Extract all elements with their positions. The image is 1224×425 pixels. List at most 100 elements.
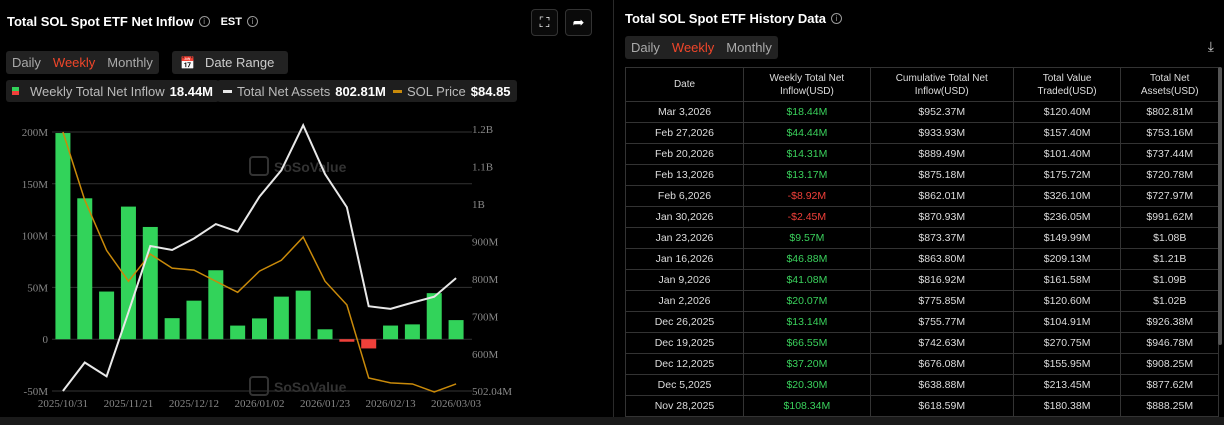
table-cell: $877.62M	[1120, 374, 1219, 396]
table-row: Jan 2,2026 $20.07M $775.85M $120.60M $1.02B	[625, 290, 1219, 312]
table-row: Dec 12,2025 $37.20M $676.08M $155.95M $908.2…	[625, 353, 1219, 375]
tab-daily[interactable]: Daily	[12, 55, 41, 70]
legend-inflow[interactable]: Weekly Total Net Inflow 18.44M	[6, 80, 220, 102]
chart-title-row: Total SOL Spot ETF Net Inflow i EST i	[7, 14, 258, 29]
table-cell: Mar 3,2026	[625, 101, 744, 123]
inflow-bar	[186, 300, 202, 340]
inflow-bar	[77, 198, 93, 340]
table-cell: $802.81M	[1120, 101, 1219, 123]
table-cell: Feb 13,2026	[625, 164, 744, 186]
table-row: Dec 19,2025 $66.55M $742.63M $270.75M $946.7…	[625, 332, 1219, 354]
table-cell: $101.40M	[1012, 143, 1122, 165]
table-cell: $618.59M	[869, 395, 1014, 417]
inflow-chart[interactable]: 200M 150M 100M 50M 0 -50M 1.2B 1.1B 1B 900M 800M 70…	[0, 0, 612, 417]
inflow-bar	[273, 296, 289, 340]
tab-monthly[interactable]: Monthly	[107, 55, 153, 70]
tab-weekly[interactable]: Weekly	[52, 55, 96, 70]
inflow-bar	[230, 325, 246, 340]
table-cell: Jan 16,2026	[625, 248, 744, 270]
table-cell: $908.25M	[1120, 353, 1219, 375]
table-cell: Jan 9,2026	[625, 269, 744, 291]
table-cell: $161.58M	[1012, 269, 1122, 291]
left-axis-tick: 150M	[22, 179, 49, 191]
tab-monthly[interactable]: Monthly	[726, 40, 772, 55]
table-cell: $875.18M	[869, 164, 1014, 186]
legend-value: 18.44M	[169, 83, 214, 99]
table-cell: $180.38M	[1012, 395, 1122, 417]
download-icon[interactable]: ⤓	[1207, 38, 1214, 54]
table-row: Dec 5,2025 $20.30M $638.88M $213.45M $877.62…	[625, 374, 1219, 396]
x-axis-tick: 2026/02/13	[365, 398, 416, 410]
timezone-label: EST	[220, 15, 242, 28]
legend-label: Weekly Total Net Inflow	[30, 83, 165, 99]
table-cell: Dec 26,2025	[625, 311, 744, 333]
bottom-bar	[0, 417, 1224, 425]
column-header: Total Value Traded(USD)	[1012, 67, 1122, 102]
table-cell: $742.63M	[869, 332, 1014, 354]
table-cell: $727.97M	[1120, 185, 1219, 207]
table-cell: $775.85M	[869, 290, 1014, 312]
tab-daily[interactable]: Daily	[631, 40, 660, 55]
table-cell: $862.01M	[869, 185, 1014, 207]
table-cell: $870.93M	[869, 206, 1014, 228]
tab-weekly[interactable]: Weekly	[671, 40, 715, 55]
table-cell: $9.57M	[743, 227, 871, 249]
table-row: Jan 16,2026 $46.88M $863.80M $209.13M $1.21B	[625, 248, 1219, 270]
x-axis-tick: 2025/11/21	[104, 398, 154, 410]
table-cell: $120.40M	[1012, 101, 1122, 123]
table-row: Jan 23,2026 $9.57M $873.37M $149.99M $1.08B	[625, 227, 1219, 249]
table-row: Feb 27,2026 $44.44M $933.93M $157.40M $753.1…	[625, 122, 1219, 144]
table-title: Total SOL Spot ETF History Data	[625, 11, 827, 26]
right-axis-tick: 1B	[472, 199, 485, 211]
table-row: Dec 26,2025 $13.14M $755.77M $104.91M $926.3…	[625, 311, 1219, 333]
date-range-label: Date Range	[204, 55, 275, 70]
share-button[interactable]: ➦	[565, 9, 592, 36]
date-range-button[interactable]: 📅 Date Range	[172, 51, 289, 74]
fullscreen-button[interactable]: ⛶	[531, 9, 558, 36]
table-cell: $104.91M	[1012, 311, 1122, 333]
inflow-bar	[317, 329, 333, 340]
info-icon[interactable]: i	[198, 16, 210, 27]
table-cell: Feb 27,2026	[625, 122, 744, 144]
table-cell: $213.45M	[1012, 374, 1122, 396]
inflow-bar	[295, 290, 311, 340]
legend-net-assets[interactable]: Total Net Assets 802.81M	[217, 80, 392, 102]
table-cell: $1.08B	[1120, 227, 1219, 249]
inflow-bar	[361, 339, 377, 349]
info-icon[interactable]: i	[831, 13, 843, 24]
table-row: Jan 30,2026 -$2.45M $870.93M $236.05M $991.6…	[625, 206, 1219, 228]
left-axis-tick: 200M	[22, 127, 49, 139]
inflow-bar	[55, 133, 71, 340]
watermark: SoSoValue	[274, 159, 347, 175]
left-axis-tick: 0	[43, 334, 49, 346]
table-cell: $20.30M	[743, 374, 871, 396]
table-cell: $155.95M	[1012, 353, 1122, 375]
inflow-bar	[448, 320, 464, 340]
right-axis-tick: 502.04M	[472, 386, 512, 398]
table-cell: $149.99M	[1012, 227, 1122, 249]
line-swatch-icon	[393, 89, 402, 93]
table-cell: $753.16M	[1120, 122, 1219, 144]
inflow-bar	[426, 293, 442, 340]
table-cell: $66.55M	[743, 332, 871, 354]
left-axis-tick: 50M	[27, 282, 48, 294]
inflow-bar	[142, 226, 158, 340]
x-axis-tick: 2026/03/03	[431, 398, 482, 410]
table-cell: $720.78M	[1120, 164, 1219, 186]
table-cell: $175.72M	[1012, 164, 1122, 186]
table-scrollbar[interactable]	[1218, 67, 1222, 345]
table-cell: $120.60M	[1012, 290, 1122, 312]
table-cell: $14.31M	[743, 143, 871, 165]
table-cell: $41.08M	[743, 269, 871, 291]
info-icon[interactable]: i	[246, 16, 258, 27]
sosovalue-logo-icon	[249, 376, 269, 396]
legend-label: Total Net Assets	[237, 83, 331, 99]
table-cell: $270.75M	[1012, 332, 1122, 354]
legend-sol-price[interactable]: SOL Price $84.85	[387, 80, 517, 102]
table-title-row: Total SOL Spot ETF History Data i	[625, 11, 843, 26]
table-cell: $37.20M	[743, 353, 871, 375]
left-axis-tick: 100M	[22, 231, 49, 243]
table-cell: $676.08M	[869, 353, 1014, 375]
table-cell: $737.44M	[1120, 143, 1219, 165]
table-cell: $638.88M	[869, 374, 1014, 396]
